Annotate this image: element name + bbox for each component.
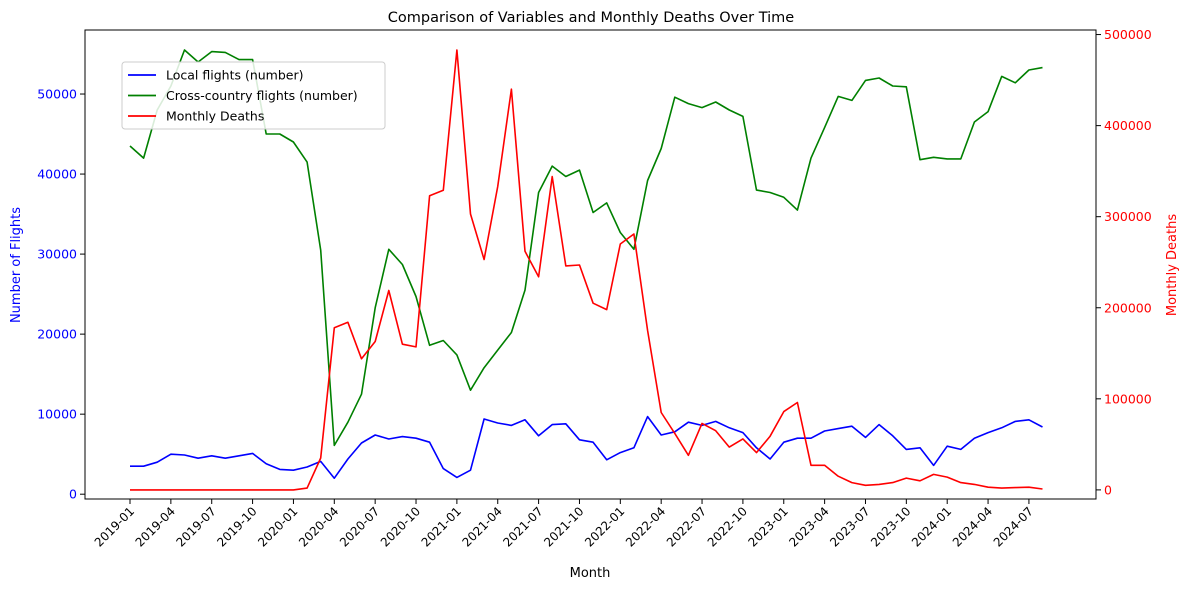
- y-tick-label-right: 300000: [1104, 209, 1152, 224]
- y-tick-label-left: 0: [69, 487, 77, 502]
- series-line-2: [129, 49, 1043, 447]
- plot-frame: [84, 29, 1097, 500]
- x-axis-label: Month: [570, 566, 611, 581]
- series-line-1: [130, 415, 1043, 480]
- y-tick-label-left: 20000: [37, 327, 77, 342]
- y-axis-label-left: Number of Flights: [9, 207, 24, 323]
- legend-label: Cross-country flights (number): [166, 88, 358, 103]
- y-tick-label-left: 50000: [37, 87, 77, 102]
- legend-label: Local flights (number): [166, 68, 304, 83]
- y-tick-label-right: 400000: [1104, 118, 1152, 133]
- y-tick-label-right: 500000: [1104, 27, 1152, 42]
- series-line-3: [130, 49, 1043, 491]
- y-tick-label-left: 40000: [37, 167, 77, 182]
- y-axis-label-right: Monthly Deaths: [1165, 214, 1180, 316]
- y-tick-label-right: 0: [1104, 482, 1112, 497]
- legend-box: [121, 61, 386, 130]
- legend: Local flights (number) Cross-country flig…: [121, 61, 386, 130]
- y-tick-label-left: 30000: [37, 247, 77, 262]
- y-tick-label-left: 10000: [37, 407, 77, 422]
- chart-title: Comparison of Variables and Monthly Deat…: [388, 10, 794, 26]
- y-tick-label-right: 200000: [1104, 300, 1152, 315]
- legend-label: Monthly Deaths: [166, 109, 264, 124]
- y-tick-label-right: 100000: [1104, 391, 1152, 406]
